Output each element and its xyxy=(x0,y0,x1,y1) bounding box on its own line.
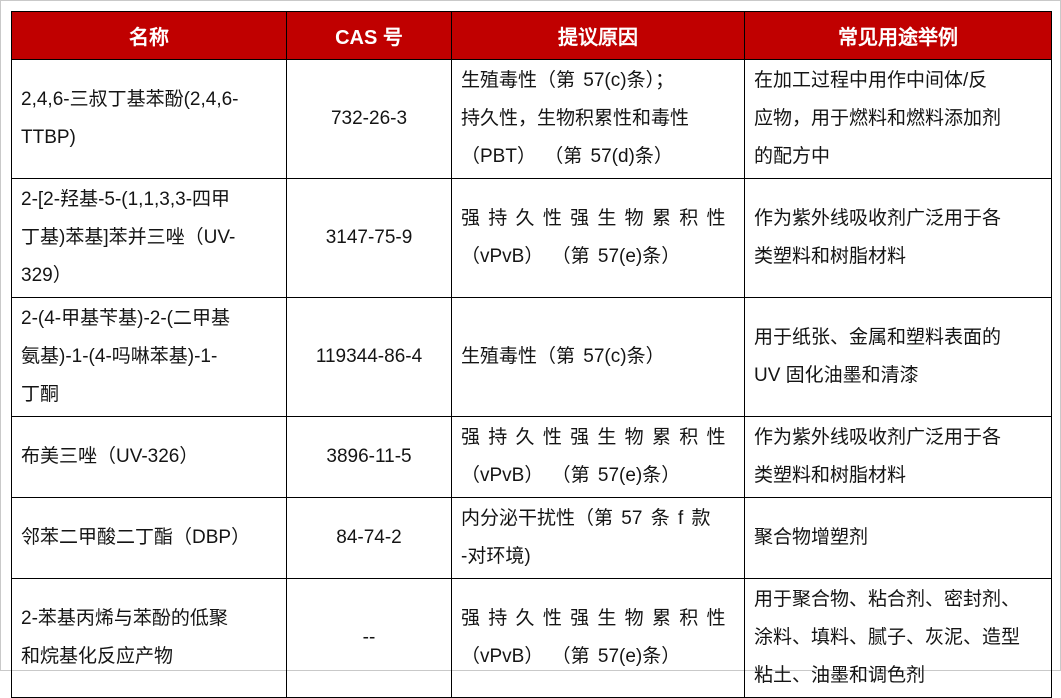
cell-name: 2,4,6-三叔丁基苯酚(2,4,6- TTBP) xyxy=(11,59,287,179)
cell-name: 邻苯二甲酸二丁酯（DBP） xyxy=(11,497,287,579)
column-header-name: 名称 xyxy=(11,11,287,60)
cell-reason: 生殖毒性（第 57(c)条）； 持久性，生物积累性和毒性 （PBT） （第 57… xyxy=(451,59,745,179)
cell-name: 2-苯基丙烯与苯酚的低聚 和烷基化反应产物 xyxy=(11,578,287,698)
table-header: 名称 CAS 号 提议原因 常见用途举例 xyxy=(11,11,1052,60)
cell-cas: -- xyxy=(286,578,452,698)
cell-uses: 聚合物增塑剂 xyxy=(744,497,1052,579)
table-row: 2,4,6-三叔丁基苯酚(2,4,6- TTBP) 732-26-3 生殖毒性（第 … xyxy=(11,59,1052,179)
cell-uses: 作为紫外线吸收剂广泛用于各 类塑料和树脂材料 xyxy=(744,416,1052,498)
cell-cas: 119344-86-4 xyxy=(286,297,452,417)
column-header-uses: 常见用途举例 xyxy=(744,11,1052,60)
cell-reason: 生殖毒性（第 57(c)条） xyxy=(451,297,745,417)
cell-reason: 强 持 久 性 强 生 物 累 积 性 （vPvB） （第 57(e)条） xyxy=(451,578,745,698)
column-header-cas: CAS 号 xyxy=(286,11,452,60)
cell-name: 布美三唑（UV-326） xyxy=(11,416,287,498)
cell-cas: 732-26-3 xyxy=(286,59,452,179)
cell-cas: 3896-11-5 xyxy=(286,416,452,498)
svhc-substances-table: 名称 CAS 号 提议原因 常见用途举例 2,4,6-三叔丁基苯酚(2,4,6-… xyxy=(11,11,1052,698)
cell-cas: 3147-75-9 xyxy=(286,178,452,298)
cell-uses: 用于纸张、金属和塑料表面的 UV 固化油墨和清漆 xyxy=(744,297,1052,417)
column-header-reason: 提议原因 xyxy=(451,11,745,60)
cell-uses: 用于聚合物、粘合剂、密封剂、 涂料、填料、腻子、灰泥、造型 粘土、油墨和调色剂 xyxy=(744,578,1052,698)
cell-cas: 84-74-2 xyxy=(286,497,452,579)
table-row: 邻苯二甲酸二丁酯（DBP） 84-74-2 内分泌干扰性（第 57 条 f 款 -对… xyxy=(11,497,1052,579)
table-body: 2,4,6-三叔丁基苯酚(2,4,6- TTBP) 732-26-3 生殖毒性（第 … xyxy=(11,59,1052,698)
cell-uses: 在加工过程中用作中间体/反 应物，用于燃料和燃料添加剂 的配方中 xyxy=(744,59,1052,179)
table-row: 2-[2-羟基-5-(1,1,3,3-四甲 丁基)苯基]苯并三唑（UV- 329… xyxy=(11,178,1052,298)
cell-reason: 内分泌干扰性（第 57 条 f 款 -对环境) xyxy=(451,497,745,579)
cell-name: 2-[2-羟基-5-(1,1,3,3-四甲 丁基)苯基]苯并三唑（UV- 329… xyxy=(11,178,287,298)
header-row: 名称 CAS 号 提议原因 常见用途举例 xyxy=(11,11,1052,60)
table-row: 2-(4-甲基苄基)-2-(二甲基 氨基)-1-(4-吗啉苯基)-1- 丁酮 11… xyxy=(11,297,1052,417)
cell-reason: 强 持 久 性 强 生 物 累 积 性 （vPvB） （第 57(e)条） xyxy=(451,416,745,498)
cell-uses: 作为紫外线吸收剂广泛用于各 类塑料和树脂材料 xyxy=(744,178,1052,298)
table-row: 布美三唑（UV-326） 3896-11-5 强 持 久 性 强 生 物 累 积 性… xyxy=(11,416,1052,498)
table-row: 2-苯基丙烯与苯酚的低聚 和烷基化反应产物 -- 强 持 久 性 强 生 物 累 积… xyxy=(11,578,1052,698)
cell-name: 2-(4-甲基苄基)-2-(二甲基 氨基)-1-(4-吗啉苯基)-1- 丁酮 xyxy=(11,297,287,417)
cell-reason: 强 持 久 性 强 生 物 累 积 性 （vPvB） （第 57(e)条） xyxy=(451,178,745,298)
